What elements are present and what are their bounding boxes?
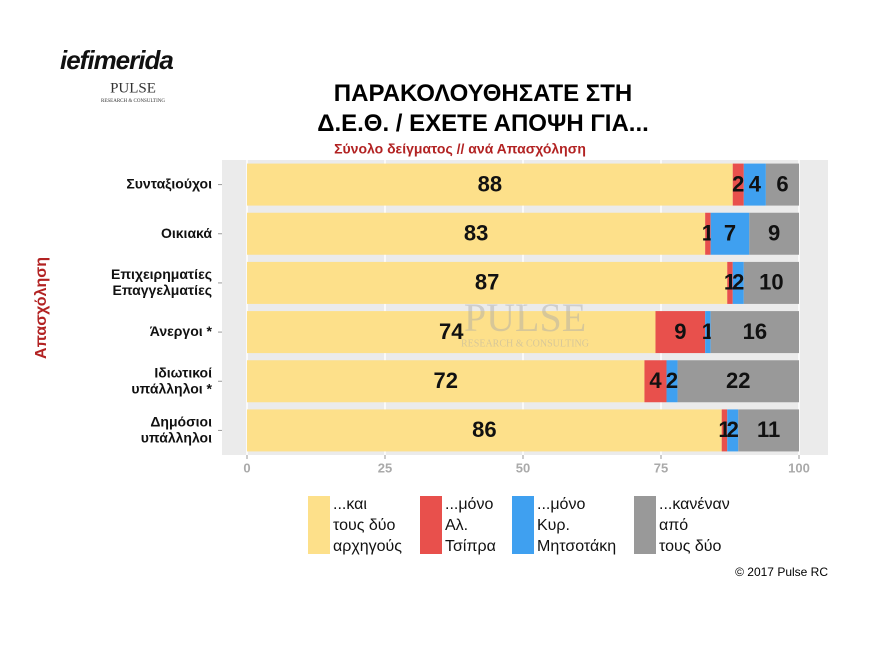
- plot-panel: [222, 160, 828, 455]
- value-label: 88: [478, 171, 502, 196]
- watermark-sub: RESEARCH & CONSULTING: [461, 338, 589, 349]
- value-label: 86: [472, 417, 496, 442]
- legend-key: [420, 496, 442, 554]
- bar-segment: [710, 311, 799, 354]
- brand-logo: PULSE: [110, 80, 156, 96]
- bar-segment: [743, 261, 799, 304]
- value-label: 11: [757, 417, 780, 442]
- value-label: 22: [726, 368, 750, 393]
- y-tick-label: Δημόσιοι υπάλληλοι: [141, 413, 212, 445]
- bar-segment: [247, 261, 728, 304]
- bar-segment: [655, 311, 706, 354]
- chart-title: ΠΑΡΑΚΟΛΟΥΘΗΣΑΤΕ ΣΤΗ Δ.Ε.Θ. / ΕΧΕΤΕ ΑΠΟΨΗ …: [317, 80, 649, 137]
- bar-segment: [743, 163, 766, 206]
- x-tick-label: 100: [788, 460, 810, 475]
- y-tick-label: Άνεργοι *: [150, 323, 213, 339]
- y-tick-label: Ιδιωτικοί υπάλληλοι *: [131, 364, 212, 396]
- bar-segment: [749, 212, 799, 255]
- watermark: PULSE: [464, 295, 586, 340]
- value-label: 4: [649, 368, 662, 393]
- value-label: 2: [727, 417, 739, 442]
- x-tick-label: 0: [243, 460, 250, 475]
- value-label: 9: [768, 221, 780, 246]
- logo: iefimerida: [60, 45, 173, 75]
- value-label: 10: [759, 270, 783, 295]
- bar-segment: [677, 360, 799, 403]
- bar-segment: [705, 311, 711, 354]
- bar-segment: [247, 360, 645, 403]
- legend-label: ...μόνο Κυρ. Μητσοτάκη: [537, 496, 616, 555]
- bar-segment: [247, 212, 706, 255]
- legend-label: ...μόνο Αλ. Τσίπρα: [445, 496, 496, 555]
- bar-segment: [732, 163, 744, 206]
- y-axis-label: Απασχόληση: [33, 257, 50, 359]
- y-tick-label: Οικιακά: [161, 224, 212, 240]
- bar-segment: [247, 163, 733, 206]
- value-label: 72: [433, 368, 457, 393]
- bar-segment: [721, 409, 728, 452]
- bar-segment: [732, 261, 744, 304]
- x-tick-label: 50: [516, 460, 530, 475]
- value-label: 87: [475, 270, 499, 295]
- value-label: 4: [749, 171, 762, 196]
- x-tick-label: 25: [378, 460, 392, 475]
- legend-key: [634, 496, 656, 554]
- legend-key: [512, 496, 534, 554]
- bar-segment: [247, 311, 656, 354]
- value-label: 74: [439, 319, 464, 344]
- value-label: 9: [674, 319, 686, 344]
- value-label: 2: [732, 270, 744, 295]
- brand-logo-sub: RESEARCH & CONSULTING: [101, 99, 165, 104]
- legend-label: ...κανέναν από τους δύο: [659, 496, 730, 555]
- value-label: 2: [666, 368, 678, 393]
- value-label: 16: [743, 319, 767, 344]
- legend-label: ...και τους δύο αρχηγούς: [333, 496, 402, 555]
- bar-segment: [666, 360, 678, 403]
- credit: © 2017 Pulse RC: [735, 565, 828, 579]
- y-tick-label: Επιχειρηματίες Επαγγελματίες: [111, 266, 212, 298]
- bar-segment: [705, 212, 711, 255]
- legend-key: [308, 496, 330, 554]
- x-tick-label: 75: [654, 460, 668, 475]
- value-label: 83: [464, 221, 488, 246]
- bar-segment: [727, 261, 733, 304]
- bar-segment: [727, 409, 739, 452]
- value-label: 6: [776, 171, 788, 196]
- bar-segment: [765, 163, 799, 206]
- value-label: 2: [732, 171, 744, 196]
- bar-segment: [738, 409, 799, 452]
- bar-segment: [644, 360, 667, 403]
- bar-segment: [710, 212, 750, 255]
- y-tick-label: Συνταξιούχοι: [126, 175, 212, 191]
- bar-segment: [247, 409, 722, 452]
- value-label: 7: [724, 221, 736, 246]
- chart-subtitle: Σύνολο δείγματος // ανά Απασχόληση: [334, 141, 586, 157]
